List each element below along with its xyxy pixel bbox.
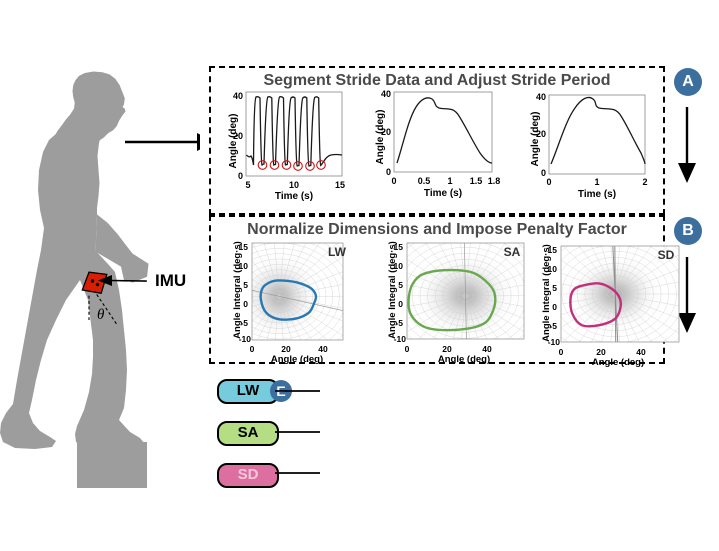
svg-text:Angle (deg): Angle (deg) (592, 357, 644, 368)
svg-text:5: 5 (398, 280, 403, 290)
svg-text:20: 20 (233, 131, 243, 141)
svg-text:5: 5 (552, 283, 557, 293)
svg-text:LW: LW (328, 245, 347, 259)
svg-text:10: 10 (289, 180, 299, 190)
svg-text:15: 15 (394, 242, 404, 252)
svg-text:15: 15 (239, 242, 249, 252)
svg-text:0: 0 (391, 176, 396, 186)
svg-text:40: 40 (318, 344, 328, 354)
svg-text:20: 20 (381, 127, 391, 137)
svg-text:0: 0 (250, 344, 255, 354)
svg-text:Angle (deg): Angle (deg) (530, 112, 541, 167)
svg-text:40: 40 (381, 89, 391, 99)
svg-text:Angle (deg): Angle (deg) (438, 354, 490, 365)
svg-text:40: 40 (536, 92, 546, 102)
svg-text:0: 0 (398, 299, 403, 309)
svg-text:1: 1 (447, 176, 452, 186)
svg-text:-10: -10 (239, 334, 252, 344)
svg-text:IMU: IMU (155, 271, 186, 290)
svg-text:0: 0 (243, 299, 248, 309)
svg-text:1.5: 1.5 (470, 176, 483, 186)
svg-text:-5: -5 (240, 318, 248, 328)
svg-text:40: 40 (233, 91, 243, 101)
svg-text:-10: -10 (548, 337, 561, 347)
svg-text:SA: SA (504, 245, 521, 259)
svg-text:-5: -5 (395, 318, 403, 328)
svg-text:0: 0 (238, 171, 243, 181)
svg-text:20: 20 (596, 347, 606, 357)
svg-text:Angle (deg): Angle (deg) (228, 114, 239, 169)
svg-text:10: 10 (548, 264, 558, 274)
svg-text:20: 20 (442, 344, 452, 354)
svg-text:10: 10 (394, 261, 404, 271)
svg-text:0: 0 (552, 302, 557, 312)
svg-text:Angle (deg): Angle (deg) (375, 110, 386, 165)
svg-text:0: 0 (386, 167, 391, 177)
svg-text:0: 0 (541, 168, 546, 178)
svg-text:15: 15 (548, 245, 558, 255)
svg-text:40: 40 (482, 344, 492, 354)
svg-text:0.5: 0.5 (418, 176, 431, 186)
svg-text:-10: -10 (394, 334, 407, 344)
svg-text:40: 40 (636, 347, 646, 357)
svg-text:Time (s): Time (s) (578, 189, 616, 200)
svg-text:θ: θ (97, 307, 105, 323)
svg-text:-5: -5 (549, 321, 557, 331)
svg-text:15: 15 (335, 180, 345, 190)
svg-text:0: 0 (546, 177, 551, 187)
svg-text:Angle (deg): Angle (deg) (271, 354, 323, 365)
svg-text:1: 1 (594, 177, 599, 187)
svg-text:5: 5 (245, 180, 250, 190)
svg-text:1.8: 1.8 (488, 176, 501, 186)
svg-text:Time (s): Time (s) (275, 191, 313, 202)
svg-text:Time (s): Time (s) (424, 188, 462, 199)
svg-text:5: 5 (243, 280, 248, 290)
svg-text:SD: SD (658, 248, 675, 262)
svg-text:0: 0 (405, 344, 410, 354)
svg-text:2: 2 (642, 177, 647, 187)
svg-text:0: 0 (559, 347, 564, 357)
svg-text:20: 20 (536, 129, 546, 139)
svg-text:10: 10 (239, 261, 249, 271)
svg-text:20: 20 (281, 344, 291, 354)
